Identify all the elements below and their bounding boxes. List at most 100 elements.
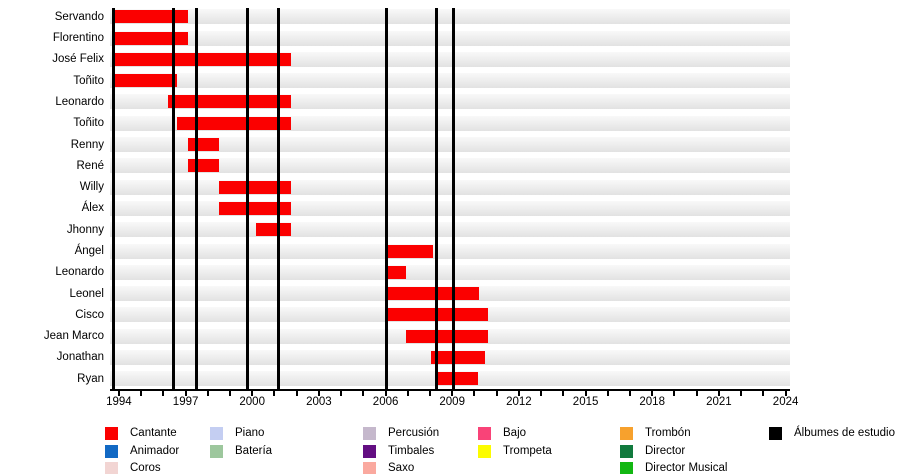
x-axis-tick-label: 2009: [439, 396, 465, 408]
tenure-bar: [112, 31, 188, 45]
x-axis-tick: [495, 391, 498, 396]
member-label: René: [76, 159, 105, 172]
studio-album-line: [451, 8, 455, 389]
tenure-bar: [431, 350, 486, 364]
member-label: Jhonny: [66, 223, 104, 236]
x-axis-tick: [517, 391, 520, 396]
member-label: José Felix: [52, 53, 104, 66]
legend-label: Director: [645, 444, 686, 457]
tenure-bar: [112, 74, 177, 88]
legend-swatch: [363, 427, 376, 440]
x-axis-tick-label: 1994: [106, 396, 132, 408]
x-axis-tick: [695, 391, 698, 396]
x-axis-tick: [251, 391, 254, 396]
legend-label: Saxo: [388, 462, 415, 474]
x-axis-tick: [584, 391, 587, 396]
legend-label: Batería: [235, 444, 273, 457]
member-label: Ryan: [77, 372, 104, 385]
member-label: Toñito: [73, 74, 104, 87]
x-axis-tick: [406, 391, 409, 396]
member-label: Ángel: [74, 245, 104, 257]
member-label: Willy: [79, 181, 104, 194]
x-axis-tick: [206, 391, 209, 396]
member-label: Leonardo: [55, 266, 104, 279]
legend-label: Trombón: [645, 427, 691, 439]
x-axis-tick: [117, 391, 120, 396]
x-axis-tick: [295, 391, 298, 396]
x-axis-tick: [473, 391, 476, 396]
x-axis-tick: [451, 391, 454, 396]
member-label: Álex: [81, 202, 104, 215]
legend-label: Percusión: [388, 427, 440, 439]
x-axis-tick: [229, 391, 231, 396]
x-axis-tick: [429, 391, 431, 396]
studio-album-line: [195, 8, 199, 389]
legend-swatch: [105, 462, 118, 474]
tenure-bar: [218, 180, 292, 194]
x-axis-tick: [562, 391, 565, 396]
x-axis-tick: [629, 391, 631, 396]
legend-label: Álbumes de estudio: [794, 427, 896, 439]
tenure-bar: [176, 116, 292, 130]
member-label: Renny: [70, 138, 104, 151]
studio-album-line: [385, 8, 389, 389]
studio-album-line: [435, 8, 439, 389]
x-axis-tick-label: 2018: [639, 396, 665, 408]
x-axis-tick-label: 2024: [772, 396, 799, 408]
legend-swatch: [105, 444, 118, 458]
legend-swatch: [210, 427, 223, 440]
legend-swatch: [363, 444, 376, 458]
x-axis-tick: [184, 391, 187, 396]
x-axis-tick-label: 2015: [572, 396, 599, 408]
legend-swatch: [478, 427, 491, 440]
legend-label: Timbales: [388, 444, 435, 457]
legend-swatch: [620, 462, 633, 474]
x-axis-tick: [606, 391, 609, 396]
legend-label: Animador: [130, 444, 180, 457]
studio-album-line: [277, 8, 281, 389]
x-axis-tick: [784, 391, 787, 396]
legend-label: Coros: [130, 462, 161, 474]
member-label: Florentino: [52, 32, 104, 44]
x-axis-tick: [362, 391, 365, 396]
member-label: Jean Marco: [43, 330, 104, 343]
x-axis-tick: [740, 391, 743, 396]
tenure-bar: [386, 287, 479, 301]
x-axis-tick: [384, 391, 387, 396]
tenure-bar: [167, 95, 292, 109]
x-axis-tick: [273, 391, 276, 396]
legend-label: Cantante: [130, 427, 177, 439]
studio-album-line: [111, 8, 115, 389]
x-axis-tick: [673, 391, 676, 396]
x-axis-tick-label: 2003: [306, 396, 332, 408]
legend-label: Trompeta: [503, 444, 552, 457]
member-label: Leonardo: [55, 95, 104, 108]
x-axis-line: [110, 389, 790, 391]
x-axis-tick: [317, 391, 320, 396]
x-axis-tick-label: 1997: [172, 396, 199, 408]
legend-label: Director Musical: [645, 462, 728, 474]
legend-swatch: [105, 427, 118, 440]
x-axis-tick: [717, 391, 720, 396]
x-axis-tick: [762, 391, 765, 396]
x-axis-tick: [540, 391, 543, 396]
legend-swatch: [620, 427, 633, 440]
x-axis-tick-label: 2021: [706, 396, 732, 408]
legend-swatch: [478, 444, 491, 458]
studio-album-line: [246, 8, 250, 389]
legend-swatch: [210, 444, 223, 458]
legend-label: Bajo: [503, 427, 527, 439]
tenure-bar: [405, 329, 488, 343]
legend-swatch: [620, 444, 633, 458]
legend-swatch: [363, 462, 376, 474]
tenure-bar: [386, 244, 434, 258]
member-label: Toñito: [73, 117, 104, 130]
x-axis-tick: [162, 391, 165, 396]
tenure-bar: [218, 201, 292, 215]
tenure-bar: [255, 223, 292, 237]
member-label: Jonathan: [56, 351, 104, 364]
member-label: Cisco: [75, 308, 104, 321]
legend-label: Piano: [235, 427, 265, 439]
